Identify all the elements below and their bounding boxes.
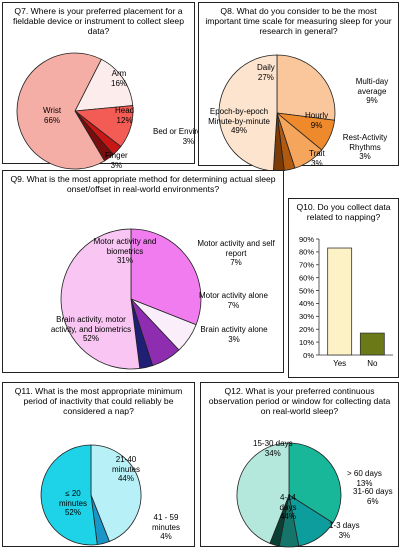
q11-pie xyxy=(40,444,142,546)
q7-label-bed: Bed or Environment 3% xyxy=(153,127,224,146)
q10-panel: Q10. Do you collect data related to napp… xyxy=(288,198,399,378)
q11-slice-0 xyxy=(90,444,142,543)
q7-label-arm: Arm 16% xyxy=(111,69,128,88)
q8-slice-0 xyxy=(276,54,336,121)
q12-title: Q12. What is your preferred continuous o… xyxy=(208,386,391,416)
q10-y-tick-label: 20% xyxy=(299,325,314,334)
q12-pie xyxy=(236,442,342,548)
q11-label-41-59: 41 - 59 minutes 4% xyxy=(151,513,180,541)
q10-y-tick-label: 10% xyxy=(299,338,314,347)
q9-label-motor-alone: Motor activity alone 7% xyxy=(199,291,268,310)
q10-y-tick-label: 30% xyxy=(299,312,314,321)
q12-label-1-3: 1-3 days 3% xyxy=(329,521,360,540)
q7-label-head: Head 12% xyxy=(115,106,135,125)
q8-label-rest-activity: Rest-Activity Rhythms 3% xyxy=(342,133,388,161)
q12-panel: Q12. What is your preferred continuous o… xyxy=(200,382,399,548)
q7-label-finger: Finger 3% xyxy=(105,151,128,170)
q7-pie xyxy=(16,52,134,170)
q12-slice-4 xyxy=(236,442,290,544)
q9-label-motor-self: Motor activity and self report 7% xyxy=(197,239,275,267)
q11-slice-2 xyxy=(40,444,98,546)
q11-label-21-40: 21-40 minutes 44% xyxy=(111,455,140,483)
q12-label-60: > 60 days 13% xyxy=(347,469,382,488)
q8-slice-5 xyxy=(218,54,278,172)
q9-label-brain-alone: Brain activity alone 3% xyxy=(200,325,268,344)
q11-label-20: ≤ 20 minutes 52% xyxy=(58,489,87,517)
q8-label-daily: Daily 27% xyxy=(257,63,275,82)
q10-bar-yes xyxy=(327,247,353,356)
q7-label-wrist: Wrist 66% xyxy=(43,106,62,125)
q12-label-4-14: 4-14 days 44% xyxy=(279,493,297,521)
q11-title: Q11. What is the most appropriate minimu… xyxy=(14,386,183,416)
q8-label-multiday: Multi-day average 9% xyxy=(355,77,389,105)
q7-panel: Q7. Where is your preferred placement fo… xyxy=(2,2,224,170)
q12-label-31-60: 31-60 days 6% xyxy=(353,487,393,506)
q9-label-motor-bio: Motor activity and biometrics 31% xyxy=(93,237,157,265)
q7-title: Q7. Where is your preferred placement fo… xyxy=(12,6,184,36)
q8-label-trait: Trait 3% xyxy=(309,149,325,168)
q9-title: Q9. What is the most appropriate method … xyxy=(10,174,276,194)
q10-bar-no xyxy=(359,332,385,356)
q10-y-tick-label: 0% xyxy=(303,351,314,360)
q10-category-label: Yes xyxy=(333,359,346,368)
q9-slice-4 xyxy=(60,228,141,370)
q8-panel: Q8. What do you consider to be the most … xyxy=(198,2,399,172)
q9-label-brain-motor-bio: Brain activity, motor activity, and biom… xyxy=(50,315,132,343)
q7-slice-4 xyxy=(16,52,106,170)
q10-y-tick-label: 50% xyxy=(299,286,314,295)
q10-y-tick-label: 60% xyxy=(299,273,314,282)
q12-label-15-30: 15-30 days 34% xyxy=(253,439,293,458)
q10-title: Q10. Do you collect data related to napp… xyxy=(296,202,391,222)
q8-title: Q8. What do you consider to be the most … xyxy=(205,6,392,36)
q8-pie xyxy=(218,54,336,172)
q10-category-label: No xyxy=(367,359,378,368)
q9-panel: Q9. What is the most appropriate method … xyxy=(2,170,284,373)
q10-y-tick-label: 40% xyxy=(299,299,314,308)
q11-panel: Q11. What is the most appropriate minimu… xyxy=(2,382,195,547)
q8-label-epoch: Epoch-by-epoch Minute-by-minute 49% xyxy=(208,107,270,135)
q10-y-tick-label: 80% xyxy=(299,248,314,257)
q9-slice-0 xyxy=(130,228,202,326)
q10-bar-chart: 0% 10% 20% 30% 40% 50% 60% 70% 80% 90% Yes No xyxy=(299,235,393,368)
q7-slice-0 xyxy=(74,58,134,112)
q8-label-hourly: Hourly 9% xyxy=(305,111,329,130)
q10-y-tick-label: 70% xyxy=(299,261,314,270)
q9-pie xyxy=(60,228,202,370)
q10-y-tick-label: 90% xyxy=(299,235,314,244)
